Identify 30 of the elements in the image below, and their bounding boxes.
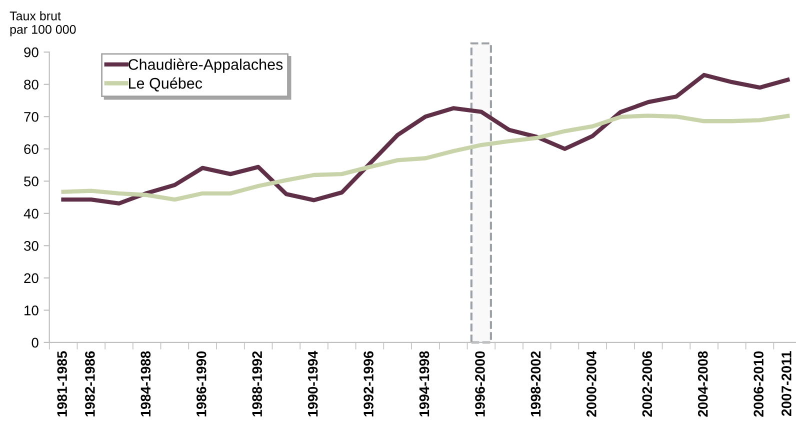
x-tick-label: 1981-1985 — [57, 351, 68, 416]
y-tick-label: 60 — [24, 144, 38, 154]
x-tick-label: 1988-1992 — [252, 351, 262, 416]
x-tick-label: 1994-1998 — [419, 351, 430, 416]
x-tick-label: 2002-2006 — [642, 351, 652, 417]
y-tick-label: 70 — [24, 112, 38, 122]
y-tick-label: 30 — [24, 241, 38, 251]
y-tick-label: 80 — [24, 80, 38, 90]
x-tick-label: 2000-2004 — [586, 350, 596, 417]
y-tick-label: 0 — [32, 338, 38, 348]
y-tick-label: 90 — [24, 47, 38, 58]
x-tick-label: 1998-2002 — [530, 351, 541, 416]
legend-label: Le Québec — [129, 77, 202, 92]
y-axis-title: Taux brut par 100 000 — [10, 11, 76, 36]
x-tick-label: 1990-1994 — [308, 350, 318, 416]
line-series — [61, 114, 790, 202]
x-tick-label: 1986-1990 — [196, 351, 206, 416]
x-tick-label: 2006-2010 — [754, 351, 764, 417]
x-tick-label: 2004-2008 — [698, 351, 708, 417]
x-tick-label: 1982-1986 — [85, 351, 95, 416]
x-tick-label: 1984-1988 — [140, 351, 151, 416]
x-tick-label: 2007-2011 — [782, 351, 792, 416]
legend-label: Chaudière-Appalaches — [128, 58, 283, 73]
x-tick-label: 1992-1996 — [364, 351, 374, 416]
x-tick-label: 1996-2000 — [475, 351, 485, 416]
y-tick-label: 20 — [24, 273, 38, 284]
line-series — [61, 72, 790, 206]
y-tick-label: 50 — [24, 176, 38, 186]
y-tick-label: 40 — [24, 208, 38, 219]
y-tick-label: 10 — [24, 306, 38, 316]
